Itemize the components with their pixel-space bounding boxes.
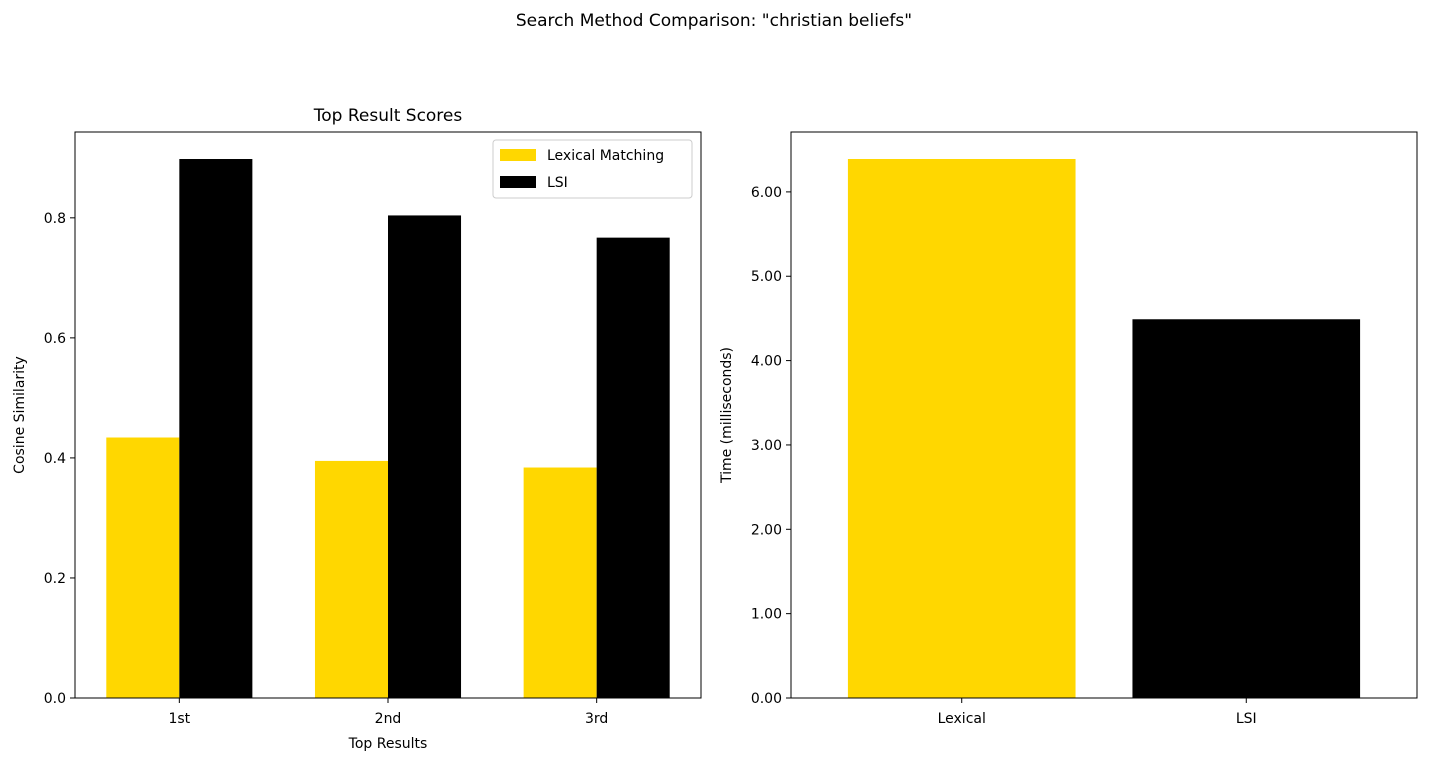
time-plot-frame <box>790 131 1418 699</box>
bar-time-lsi <box>1132 319 1361 698</box>
y-tick-label: 1.00 <box>751 607 782 623</box>
y-tick-label: 0.8 <box>44 211 66 227</box>
y-tick-label: 2.00 <box>751 522 782 538</box>
bar-lsi-3rd <box>596 237 670 698</box>
similarity-chart: Top Result Scores 0.0 0.2 0.4 0.6 0.8 1st 2nd… <box>12 106 702 752</box>
similarity-chart-title: Top Result Scores <box>313 106 463 126</box>
x-tick-label: 1st <box>168 711 190 727</box>
x-tick-label: LSI <box>1236 711 1257 727</box>
similarity-bars <box>106 159 670 699</box>
y-tick-label: 6.00 <box>751 185 782 201</box>
time-chart: 0.001.002.003.004.005.006.00 Lexical LSI … <box>719 131 1418 727</box>
bar-time-lexical <box>847 158 1076 698</box>
y-tick-label: 5.00 <box>751 269 782 285</box>
time-bars <box>847 158 1361 698</box>
bar-lexical-1st <box>106 437 180 698</box>
legend-label-lsi: LSI <box>547 175 568 191</box>
bar-lsi-1st <box>179 159 253 699</box>
similarity-x-ticks: 1st 2nd 3rd <box>168 698 608 727</box>
y-tick-label: 3.00 <box>751 438 782 454</box>
y-tick-label: 0.2 <box>44 571 66 587</box>
legend-swatch-lexical <box>500 149 536 161</box>
y-tick-label: 0.00 <box>751 691 782 707</box>
y-tick-label: 4.00 <box>751 354 782 370</box>
time-y-ticks: 0.00 1.00 2.00 3.00 4.00 5.00 6.00 <box>751 185 791 707</box>
similarity-y-ticks: 0.0 0.2 0.4 0.6 0.8 <box>44 211 75 707</box>
legend-box <box>492 139 693 199</box>
bar-lsi-2nd <box>388 215 462 698</box>
y-tick-label: 0.4 <box>44 451 66 467</box>
legend-swatch-lsi <box>500 176 536 188</box>
legend-label-lexical: Lexical Matching <box>547 148 664 164</box>
x-tick-label: Lexical <box>938 711 986 727</box>
figure-title: Search Method Comparison: "christian bel… <box>516 11 912 31</box>
bar-lexical-2nd <box>314 460 388 698</box>
legend: Lexical Matching LSI <box>492 139 693 199</box>
similarity-x-axis-label: Top Results <box>348 736 428 752</box>
time-x-ticks: Lexical LSI <box>938 698 1257 727</box>
y-tick-label: 0.0 <box>44 691 66 707</box>
x-tick-label: 3rd <box>585 711 608 727</box>
time-y-axis-label: Time (milliseconds) <box>719 347 735 484</box>
y-tick-label: 0.6 <box>44 331 66 347</box>
bar-lexical-3rd <box>523 467 597 698</box>
similarity-y-axis-label: Cosine Similarity <box>12 356 28 474</box>
x-tick-label: 2nd <box>375 711 402 727</box>
